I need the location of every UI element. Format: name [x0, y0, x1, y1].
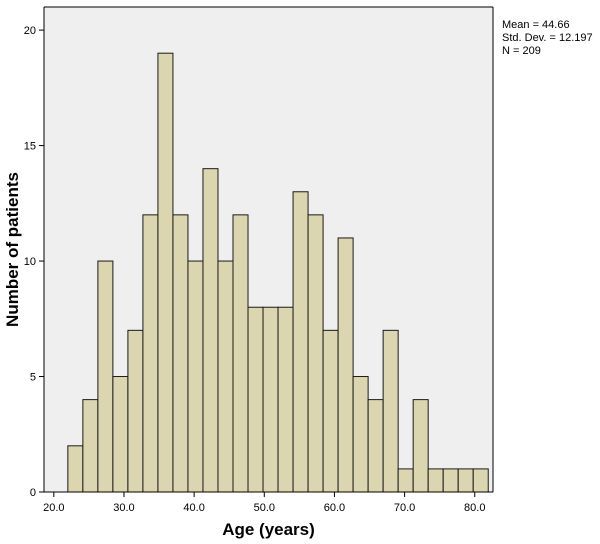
histogram-bar: [217, 260, 234, 493]
x-tick-label: 50.0: [254, 502, 275, 514]
histogram-bar: [412, 399, 429, 493]
stat-mean: Mean = 44.66: [502, 19, 570, 31]
stat-n: N = 209: [502, 45, 541, 57]
histogram-bar: [67, 445, 84, 493]
statistics-box: Mean = 44.66 Std. Dev. = 12.197 N = 209: [502, 19, 593, 58]
histogram-bar: [247, 306, 264, 493]
y-tick-label: 15: [24, 141, 36, 153]
x-tick-label: 20.0: [43, 502, 64, 514]
x-tick-label: 60.0: [324, 502, 345, 514]
histogram-bar: [97, 260, 114, 493]
x-tick-label: 40.0: [183, 502, 204, 514]
y-axis-title: Number of patients: [3, 172, 22, 327]
histogram-bar: [127, 329, 144, 493]
histogram-bar: [352, 376, 369, 493]
y-tick-label: 20: [24, 25, 36, 37]
histogram-bar: [382, 329, 399, 493]
histogram-bar: [442, 468, 459, 493]
histogram-bar: [307, 214, 324, 493]
histogram-bar: [472, 468, 489, 493]
y-tick-label: 5: [30, 372, 36, 384]
histogram-bar: [187, 260, 204, 493]
histogram-bar: [82, 399, 99, 493]
histogram-bar: [172, 214, 189, 493]
stat-std-dev: Std. Dev. = 12.197: [502, 32, 593, 44]
y-tick-label: 0: [30, 487, 36, 499]
histogram-bar: [367, 399, 384, 493]
histogram-bar: [112, 376, 129, 493]
axes-group: 20.0 30.0 40.0 50.0 60.0 70.0 80.0 0 5 10 15 20: [24, 6, 494, 514]
histogram-bar: [277, 306, 294, 493]
histogram-bar: [202, 168, 219, 493]
histogram-bar: [427, 468, 444, 493]
histogram-bar: [322, 329, 339, 493]
x-tick-label: 80.0: [464, 502, 485, 514]
bars-group: [67, 52, 489, 493]
x-tick-label: 70.0: [394, 502, 415, 514]
histogram-bar: [397, 468, 414, 493]
histogram-bar: [142, 214, 159, 493]
histogram-bar: [157, 52, 174, 493]
x-axis-title: Age (years): [222, 520, 315, 539]
y-tick-label: 10: [24, 256, 36, 268]
histogram-bar: [292, 191, 309, 493]
x-tick-label: 30.0: [113, 502, 134, 514]
histogram-bar: [337, 237, 354, 493]
histogram-bar: [262, 306, 279, 493]
histogram-bar: [457, 468, 474, 493]
histogram-bar: [232, 214, 249, 493]
